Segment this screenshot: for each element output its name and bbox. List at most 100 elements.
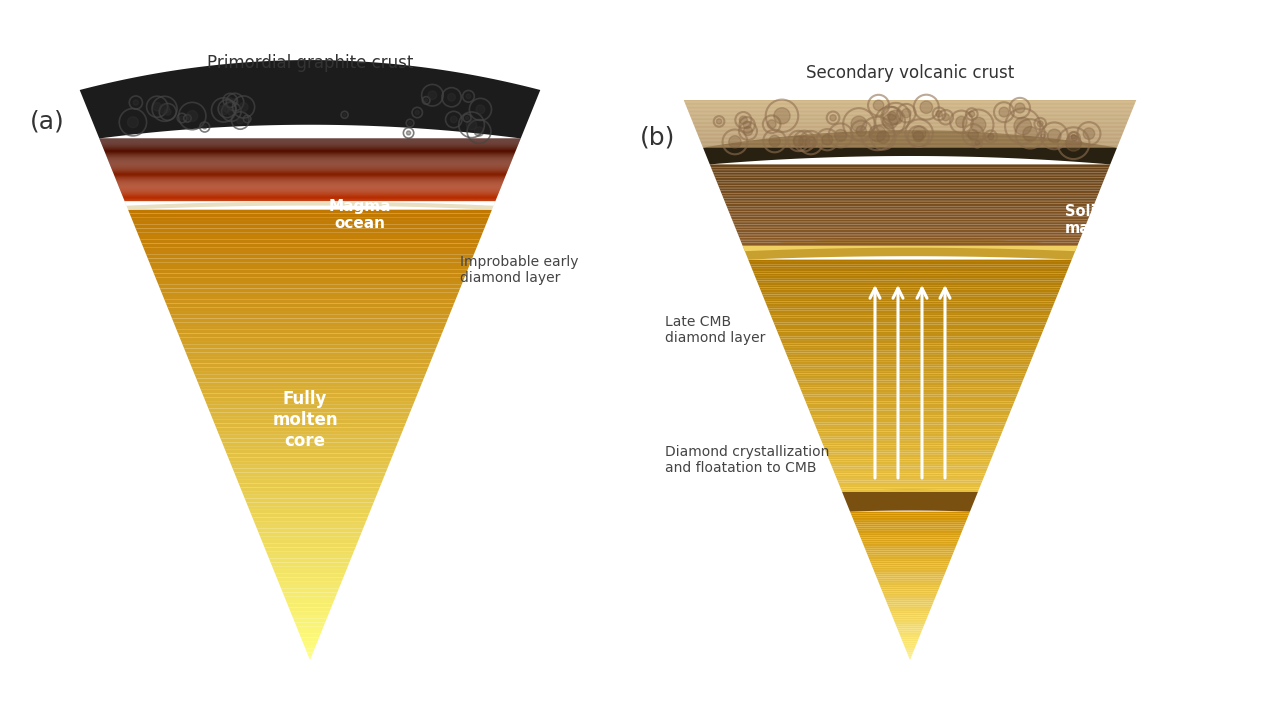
- Circle shape: [794, 136, 804, 146]
- Polygon shape: [783, 346, 1037, 348]
- Circle shape: [717, 118, 722, 124]
- Polygon shape: [274, 570, 347, 573]
- Polygon shape: [237, 480, 383, 484]
- Polygon shape: [124, 193, 495, 210]
- Polygon shape: [826, 450, 995, 452]
- Polygon shape: [124, 199, 497, 200]
- Polygon shape: [123, 196, 498, 197]
- Polygon shape: [763, 297, 1057, 299]
- Polygon shape: [714, 176, 1106, 177]
- Polygon shape: [239, 484, 381, 487]
- Polygon shape: [211, 416, 408, 420]
- Polygon shape: [739, 236, 1082, 238]
- Polygon shape: [895, 623, 925, 625]
- Circle shape: [744, 121, 751, 129]
- Polygon shape: [687, 109, 1133, 110]
- Circle shape: [888, 110, 902, 124]
- Polygon shape: [198, 382, 422, 386]
- Polygon shape: [886, 599, 934, 601]
- Polygon shape: [690, 114, 1130, 115]
- Circle shape: [1071, 135, 1075, 139]
- Polygon shape: [732, 222, 1087, 223]
- Polygon shape: [251, 514, 369, 517]
- Polygon shape: [161, 292, 458, 296]
- Polygon shape: [695, 128, 1125, 130]
- Polygon shape: [750, 264, 1070, 266]
- Polygon shape: [882, 590, 938, 592]
- Polygon shape: [768, 308, 1052, 311]
- Circle shape: [415, 111, 420, 115]
- Polygon shape: [850, 512, 970, 513]
- Polygon shape: [696, 132, 1123, 133]
- Polygon shape: [119, 189, 500, 190]
- Circle shape: [187, 111, 197, 121]
- Polygon shape: [300, 634, 320, 637]
- Polygon shape: [224, 446, 397, 450]
- Polygon shape: [692, 122, 1128, 123]
- Polygon shape: [892, 618, 927, 619]
- Polygon shape: [876, 575, 945, 576]
- Polygon shape: [733, 223, 1087, 224]
- Polygon shape: [730, 213, 1091, 215]
- Polygon shape: [878, 582, 942, 584]
- Polygon shape: [905, 647, 915, 649]
- Polygon shape: [202, 393, 417, 397]
- Polygon shape: [283, 592, 338, 597]
- Polygon shape: [257, 529, 364, 533]
- Polygon shape: [869, 560, 951, 562]
- Polygon shape: [726, 203, 1094, 205]
- Polygon shape: [115, 179, 504, 180]
- Polygon shape: [122, 195, 498, 196]
- Polygon shape: [133, 221, 488, 225]
- Polygon shape: [170, 315, 449, 318]
- Polygon shape: [836, 476, 984, 478]
- Polygon shape: [791, 365, 1029, 367]
- Polygon shape: [742, 244, 1078, 245]
- Polygon shape: [265, 547, 356, 551]
- Polygon shape: [890, 608, 931, 610]
- Polygon shape: [900, 636, 920, 638]
- Polygon shape: [772, 318, 1048, 320]
- Polygon shape: [856, 529, 964, 530]
- Polygon shape: [134, 225, 486, 229]
- Polygon shape: [287, 604, 333, 608]
- Polygon shape: [111, 169, 508, 170]
- Polygon shape: [855, 523, 965, 524]
- Polygon shape: [765, 304, 1053, 306]
- Polygon shape: [726, 205, 1094, 207]
- Polygon shape: [891, 612, 929, 613]
- Polygon shape: [128, 210, 492, 213]
- Polygon shape: [703, 147, 1117, 148]
- Polygon shape: [840, 485, 980, 487]
- Polygon shape: [719, 189, 1101, 191]
- Polygon shape: [899, 632, 922, 634]
- Polygon shape: [703, 130, 1117, 165]
- Polygon shape: [735, 226, 1085, 228]
- Polygon shape: [788, 360, 1032, 362]
- Polygon shape: [160, 289, 460, 292]
- Polygon shape: [824, 448, 996, 450]
- Polygon shape: [883, 593, 937, 595]
- Circle shape: [239, 102, 248, 111]
- Polygon shape: [111, 168, 509, 169]
- Polygon shape: [887, 602, 933, 604]
- Circle shape: [856, 125, 867, 136]
- Polygon shape: [868, 556, 952, 558]
- Circle shape: [1023, 126, 1038, 141]
- Circle shape: [851, 116, 867, 132]
- Polygon shape: [710, 166, 1110, 168]
- Polygon shape: [881, 586, 940, 587]
- Circle shape: [942, 114, 950, 121]
- Circle shape: [877, 131, 890, 144]
- Circle shape: [869, 125, 886, 142]
- Text: Fully
molten
core: Fully molten core: [273, 390, 338, 450]
- Polygon shape: [730, 215, 1089, 217]
- Polygon shape: [884, 597, 936, 599]
- Polygon shape: [191, 364, 430, 367]
- Polygon shape: [749, 259, 1071, 262]
- Polygon shape: [753, 271, 1068, 273]
- Polygon shape: [308, 656, 311, 660]
- Polygon shape: [722, 196, 1098, 197]
- Polygon shape: [114, 175, 506, 176]
- Polygon shape: [812, 415, 1009, 418]
